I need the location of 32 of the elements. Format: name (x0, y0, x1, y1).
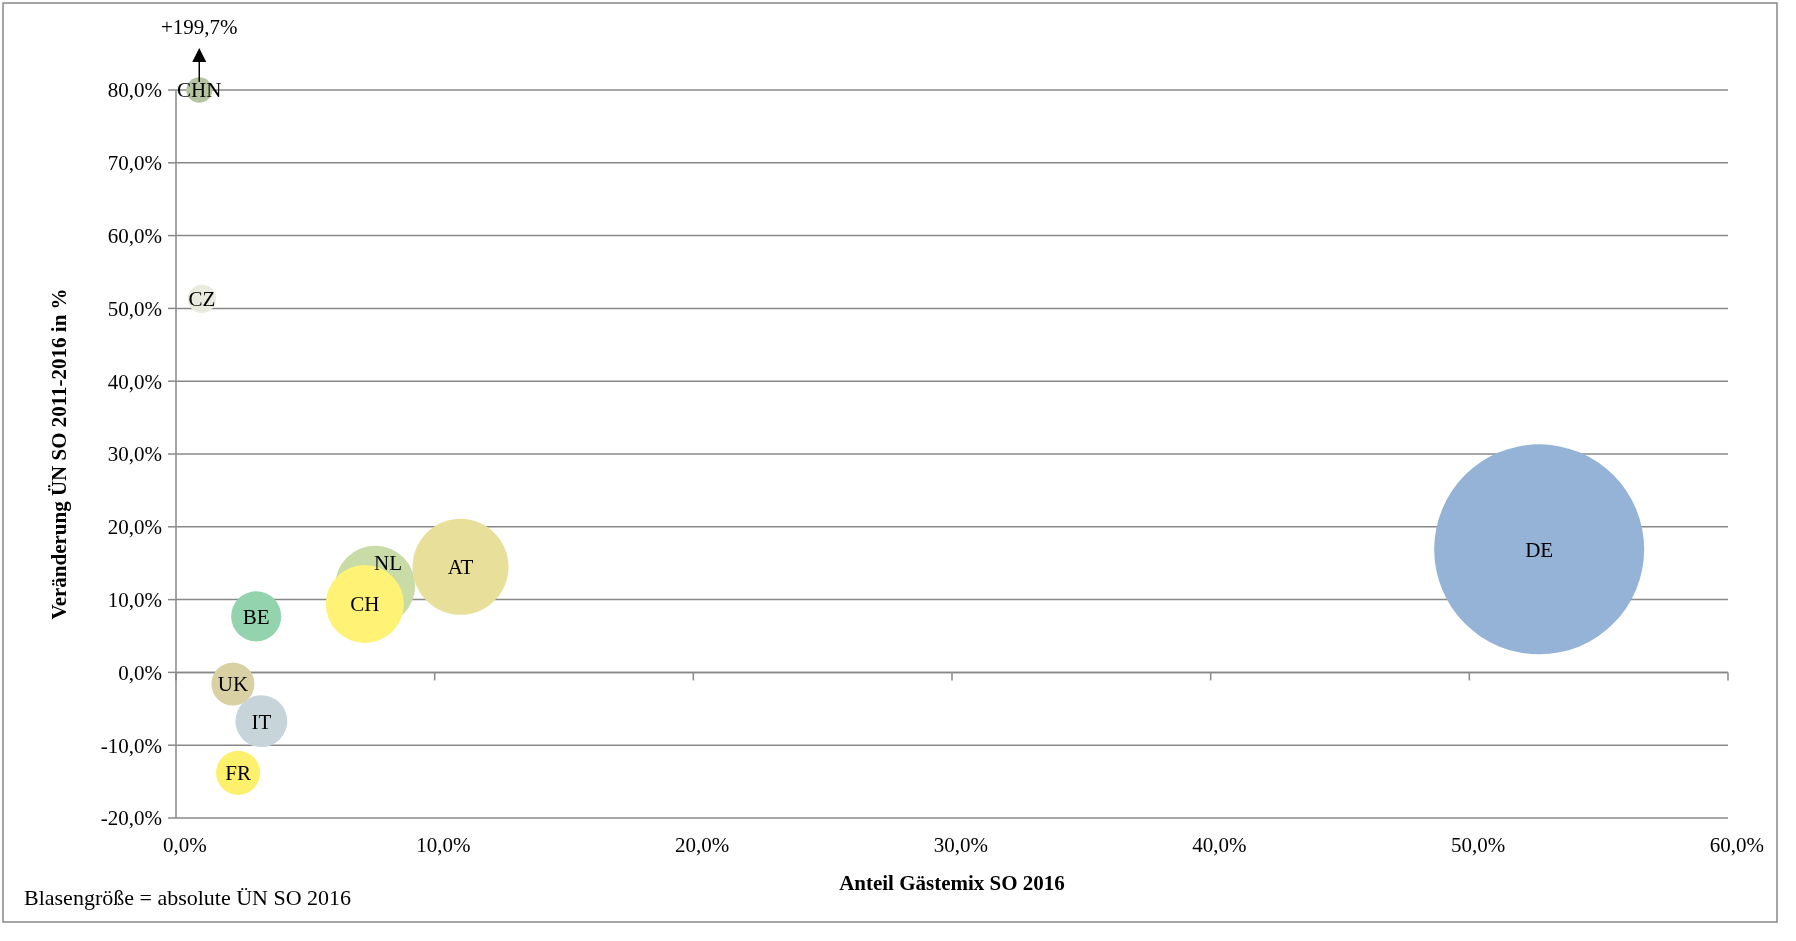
series-label: AT (447, 555, 474, 580)
series-label: CZ (188, 287, 216, 312)
series-label: UK (217, 672, 249, 697)
series-label: FR (225, 761, 251, 786)
annotation: +199,7% (160, 15, 238, 39)
series-label: IT (251, 709, 272, 734)
x-tick-label: 10,0% (416, 833, 471, 857)
y-axis-title: Veränderung ÜN SO 2011-2016 in % (47, 288, 71, 620)
x-tick-label: 20,0% (674, 833, 730, 857)
y-tick-label: 30,0% (107, 442, 162, 467)
y-tick-label: 70,0% (107, 151, 162, 176)
y-tick-label: 60,0% (107, 223, 162, 248)
series-label: CHN (177, 78, 222, 103)
y-tick-label: 20,0% (107, 515, 162, 540)
text: Blasengröße = absolute ÜN SO 2016 (24, 885, 352, 910)
y-tick-label: -20,0% (100, 806, 162, 831)
x-tick-label: 40,0% (1192, 833, 1247, 857)
series-label: NL (374, 551, 403, 576)
x-tick-label: 0,0% (162, 833, 207, 857)
y-tick-label: 0,0% (118, 660, 162, 685)
series-label: BE (242, 604, 270, 629)
y-tick-label: 80,0% (107, 78, 162, 103)
x-tick-label: 30,0% (933, 833, 988, 857)
x-axis-title: Anteil Gästemix SO 2016 (839, 871, 1065, 895)
series-label: CH (350, 592, 380, 617)
x-tick-label: 50,0% (1450, 833, 1506, 857)
y-tick-label: 10,0% (107, 587, 162, 612)
y-tick-label: -10,0% (100, 733, 162, 758)
y-tick-label: 40,0% (107, 369, 162, 394)
y-tick-label: 50,0% (107, 296, 162, 321)
series-label: DE (1525, 537, 1554, 562)
x-tick-label: 60,0% (1709, 833, 1764, 857)
